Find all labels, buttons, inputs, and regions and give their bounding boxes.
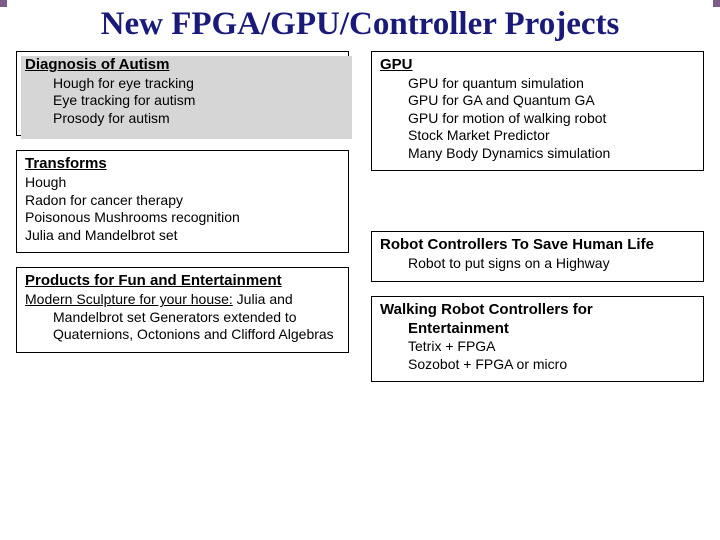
box-items: Hough for eye tracking Eye tracking for … <box>25 75 340 128</box>
list-item: Many Body Dynamics simulation <box>408 145 695 163</box>
box-walking-robot: Walking Robot Controllers for Entertainm… <box>371 296 704 383</box>
corner-decoration-tl <box>0 0 7 7</box>
box-title: Diagnosis of Autism <box>25 56 340 73</box>
list-item: Radon for cancer therapy <box>25 192 340 210</box>
list-item: GPU for GA and Quantum GA <box>408 92 695 110</box>
list-item: Poisonous Mushrooms recognition <box>25 209 340 227</box>
box-diagnosis-autism: Diagnosis of Autism Hough for eye tracki… <box>16 51 349 137</box>
page-title: New FPGA/GPU/Controller Projects <box>0 0 720 51</box>
list-item: Eye tracking for autism <box>53 92 340 110</box>
columns-wrapper: Diagnosis of Autism Hough for eye tracki… <box>0 51 720 413</box>
list-item: Robot to put signs on a Highway <box>408 255 695 273</box>
box-robot-save-life: Robot Controllers To Save Human Life Rob… <box>371 231 704 282</box>
box-items: Robot to put signs on a Highway <box>380 255 695 273</box>
corner-decoration-tr <box>713 0 720 7</box>
list-item: Hough for eye tracking <box>53 75 340 93</box>
list-item: Hough <box>25 174 340 192</box>
box-gpu: GPU GPU for quantum simulation GPU for G… <box>371 51 704 172</box>
box-title: Products for Fun and Entertainment <box>25 272 340 289</box>
box-products-fun: Products for Fun and Entertainment Moder… <box>16 267 349 353</box>
spacer <box>371 185 704 231</box>
list-item: Tetrix + FPGA <box>408 338 695 356</box>
left-column: Diagnosis of Autism Hough for eye tracki… <box>16 51 349 397</box>
list-item: GPU for quantum simulation <box>408 75 695 93</box>
list-item: Prosody for autism <box>53 110 340 128</box>
box-title: Robot Controllers To Save Human Life <box>380 236 695 253</box>
box-items: Hough Radon for cancer therapy Poisonous… <box>25 174 340 244</box>
box-items: GPU for quantum simulation GPU for GA an… <box>380 75 695 163</box>
list-item: GPU for motion of walking robot <box>408 110 695 128</box>
right-column: GPU GPU for quantum simulation GPU for G… <box>371 51 704 397</box>
subhead: Modern Sculpture for your house: <box>25 291 233 307</box>
list-item: Stock Market Predictor <box>408 127 695 145</box>
list-item: Sozobot + FPGA or micro <box>408 356 695 374</box>
list-item: Julia and Mandelbrot set <box>25 227 340 245</box>
box-title: Walking Robot Controllers for Entertainm… <box>380 301 695 339</box>
box-body: Modern Sculpture for your house: Julia a… <box>25 291 340 344</box>
box-items: Tetrix + FPGA Sozobot + FPGA or micro <box>380 338 695 373</box>
box-title: Transforms <box>25 155 340 172</box>
box-transforms: Transforms Hough Radon for cancer therap… <box>16 150 349 253</box>
box-title: GPU <box>380 56 695 73</box>
